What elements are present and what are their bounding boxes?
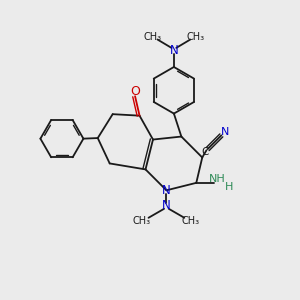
Text: N: N [221,127,229,137]
Text: CH₃: CH₃ [182,216,200,226]
Text: C: C [201,147,208,157]
Text: CH₃: CH₃ [143,32,161,42]
Text: CH₃: CH₃ [186,32,205,42]
Text: H: H [225,182,233,192]
Text: NH: NH [209,174,226,184]
Text: CH₃: CH₃ [133,216,151,226]
Text: O: O [130,85,140,98]
Text: N: N [162,184,171,197]
Text: N: N [169,44,178,57]
Text: N: N [162,199,171,212]
